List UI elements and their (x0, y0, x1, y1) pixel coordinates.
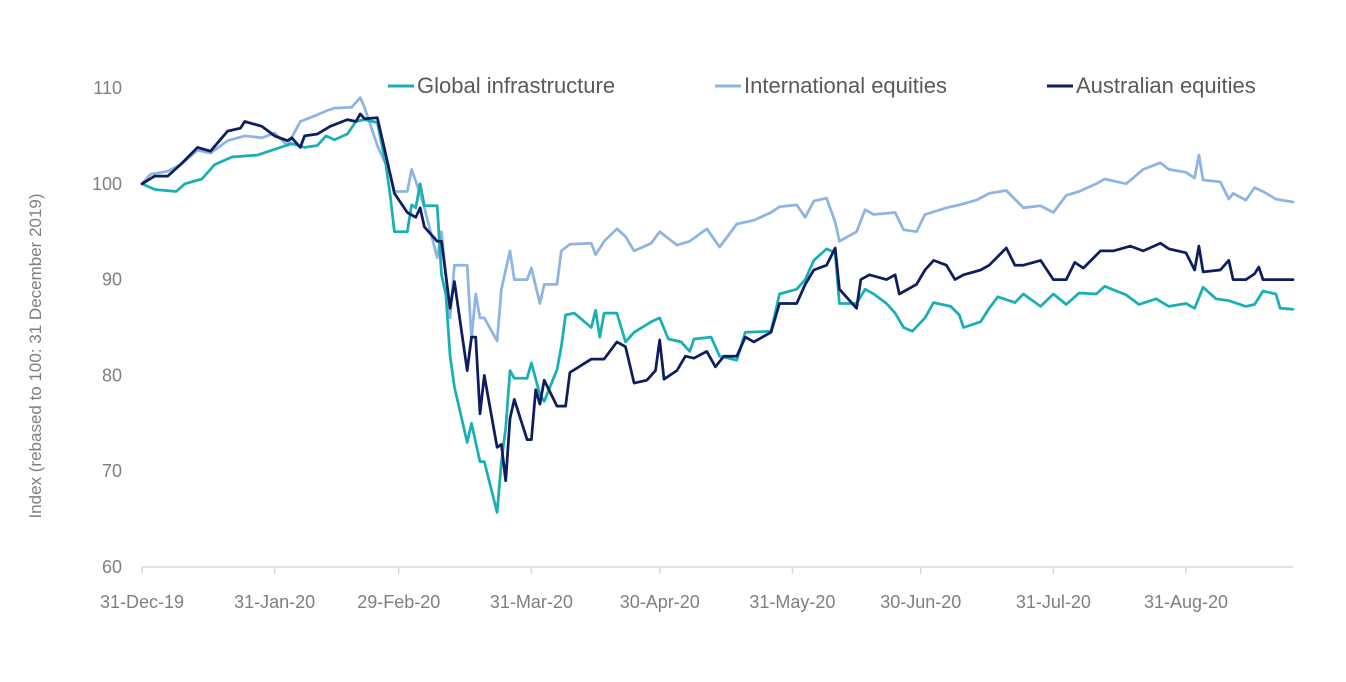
y-tick-label: 100 (92, 174, 122, 194)
series-line-global-infrastructure (140, 118, 1295, 514)
x-tick-label: 31-Jul-20 (1016, 592, 1091, 612)
x-tick-label: 31-Aug-20 (1144, 592, 1228, 612)
x-tick-label: 30-Jun-20 (880, 592, 961, 612)
x-tick-label: 31-Mar-20 (490, 592, 573, 612)
x-axis: 31-Dec-19 31-Jan-20 29-Feb-20 31-Mar-20 30-A… (100, 566, 1293, 612)
x-tick-label: 31-Dec-19 (100, 592, 184, 612)
y-tick-label: 80 (102, 365, 122, 385)
series-line-australian-equities (140, 112, 1295, 483)
legend-label: International equities (744, 73, 947, 98)
legend-label: Australian equities (1076, 73, 1256, 98)
x-tick-label: 30-Apr-20 (620, 592, 700, 612)
y-tick-label: 90 (102, 270, 122, 290)
series-line-international-equities (140, 96, 1295, 343)
y-tick-label: 110 (93, 78, 122, 98)
y-axis-ticks: 60 70 80 90 100 110 (92, 78, 122, 577)
x-tick-label: 29-Feb-20 (357, 592, 440, 612)
legend: Global infrastructure International equit… (388, 73, 1256, 98)
x-tick-label: 31-May-20 (749, 592, 835, 612)
y-tick-label: 70 (102, 461, 122, 481)
series-lines (140, 96, 1295, 514)
legend-label: Global infrastructure (417, 73, 615, 98)
y-axis-title: Index (rebased to 100: 31 December 2019) (26, 193, 45, 518)
y-tick-label: 60 (102, 557, 122, 577)
x-tick-label: 31-Jan-20 (234, 592, 315, 612)
